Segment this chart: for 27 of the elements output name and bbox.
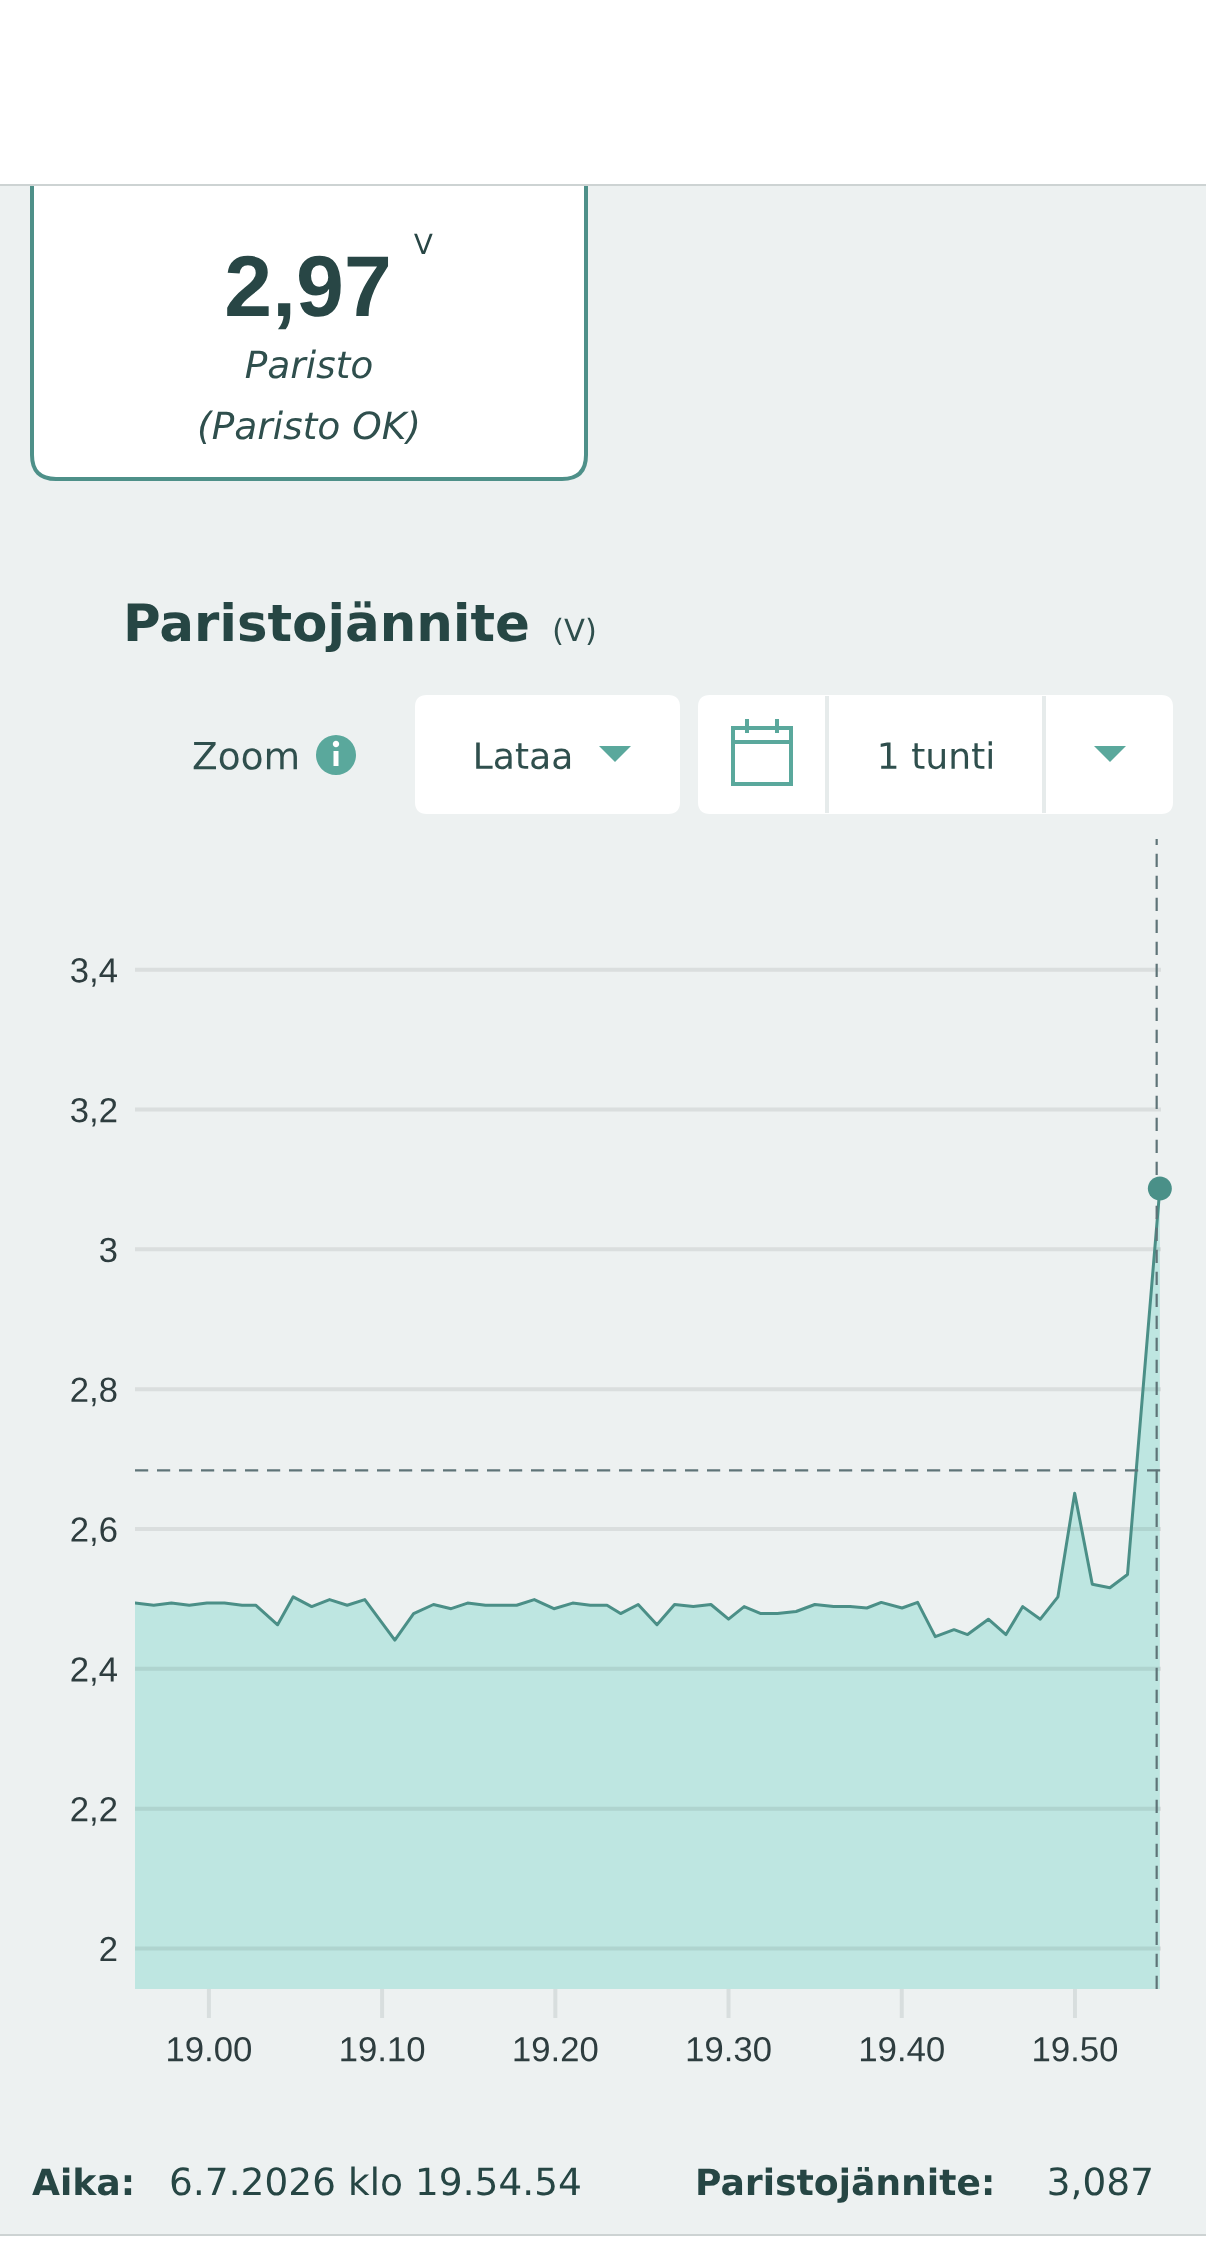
x-tick-label: 19.10: [341, 2036, 425, 2062]
x-tick-label: 19.20: [514, 2036, 598, 2062]
x-tick-label: 19.40: [860, 2036, 944, 2062]
y-tick-label: 3,4: [71, 958, 117, 987]
y-tick-label: 3: [100, 1237, 117, 1263]
text: 6.7.2026 klo 19.54.54: [171, 2166, 580, 2196]
text: 1 tunti: [880, 741, 992, 770]
y-tick-label: 3,2: [71, 1097, 117, 1127]
text: Aika:: [32, 2167, 132, 2196]
y-tick-label: 2,6: [71, 1517, 117, 1547]
chart-title: Paristojännite: [127, 601, 528, 653]
x-tick-label: 19.50: [1034, 2036, 1118, 2062]
y-tick-label: 2,8: [71, 1377, 117, 1407]
x-tick-label: 19.30: [687, 2036, 771, 2062]
y-tick-label: 2,4: [71, 1657, 117, 1686]
text: Paristo: [245, 349, 372, 379]
text: Zoom: [193, 741, 297, 770]
text: 2,97: [227, 255, 389, 330]
text: Lataa: [476, 742, 571, 770]
y-tick-label: 2,2: [71, 1796, 117, 1826]
text: V: [414, 233, 433, 255]
chart-subtitle: (V): [554, 617, 595, 646]
text: (Paristo OK): [199, 410, 418, 444]
text: 3,087: [1049, 2167, 1151, 2200]
x-tick-label: 19.00: [168, 2036, 251, 2062]
y-tick-label: 2: [100, 1936, 117, 1962]
text: Paristojännite:: [698, 2167, 992, 2203]
